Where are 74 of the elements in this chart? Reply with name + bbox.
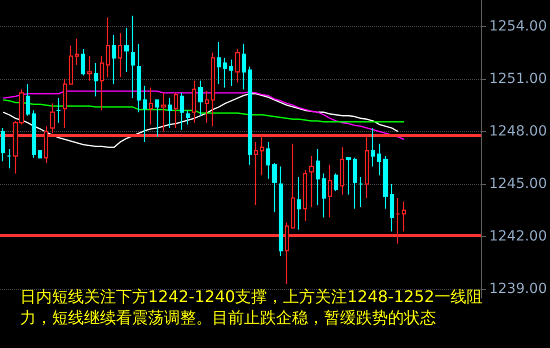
candlestick [44,126,48,164]
candlestick [168,98,172,129]
line-series [2,99,405,122]
candlestick [248,66,252,166]
candlestick [38,150,42,158]
candlestick [118,32,122,78]
candlestick [316,148,320,206]
candlestick [266,141,270,180]
candlestick [272,162,278,213]
candlestick [222,57,228,88]
candlestick [260,134,264,176]
candlestick [86,55,92,82]
y-tick-label: 1242.00 [489,228,548,245]
candlestick [370,127,376,168]
candlestick [56,98,62,124]
candlestick [396,197,400,244]
line-series [2,93,398,148]
candlestick [204,90,210,124]
candlestick [296,176,302,230]
candlestick [50,102,56,134]
candlestick [278,166,284,257]
candlestick [154,99,160,138]
candlestick [328,164,332,218]
y-tick-label: 1248.00 [489,123,548,140]
candlestick [346,157,352,196]
candlestick [302,169,308,222]
candlestick [284,222,290,285]
candlestick [32,110,36,158]
candlestick [198,80,204,116]
candlestick [160,92,166,132]
line-series [2,90,405,140]
candlestick [376,143,382,176]
candlestick [216,41,222,85]
candlestick [242,43,246,90]
candlestick [322,172,326,218]
candlestick [148,87,154,126]
candlestick [358,176,364,208]
candlestick [124,27,130,72]
candlestick [352,157,358,210]
candlestick [74,38,80,66]
candlestick [180,92,184,130]
candlestick [234,48,240,83]
candlestick [26,84,30,116]
candlestick [254,141,258,206]
candlestick [210,52,216,127]
y-tick-label: 1239.00 [489,281,548,298]
candlestick [364,136,370,199]
candlestick [0,127,6,162]
candlestick [382,155,388,210]
candlestick [334,172,338,192]
candlestick [290,143,296,228]
candlestick [100,55,104,112]
candlestick [402,200,406,232]
y-tick-label: 1254.00 [489,18,548,34]
candlestick [112,34,116,85]
candlestick [130,15,136,99]
candlestick [186,110,190,126]
annotation: 日内短线关注下方1242-1240支撑，上方关注1248-1252一线阻力，短线继续看震荡调整。目前止跌企稳，暂缓跌势的状态 [20,287,482,327]
candlestick [174,92,178,129]
y-tick-label: 1245.00 [489,176,548,192]
candlestick [390,183,394,232]
candlestick [136,43,142,113]
candlestick [142,85,148,143]
candlestick [308,155,314,208]
candlestick [192,80,196,124]
candlestick [94,62,98,98]
candlestick [6,148,12,169]
candlestick [68,44,74,85]
candlestick [106,16,110,78]
candlestick [80,48,86,76]
candlestick [62,78,68,129]
candlestick [228,59,234,86]
y-tick-label: 1251.00 [489,70,548,87]
candlestick [340,146,344,196]
